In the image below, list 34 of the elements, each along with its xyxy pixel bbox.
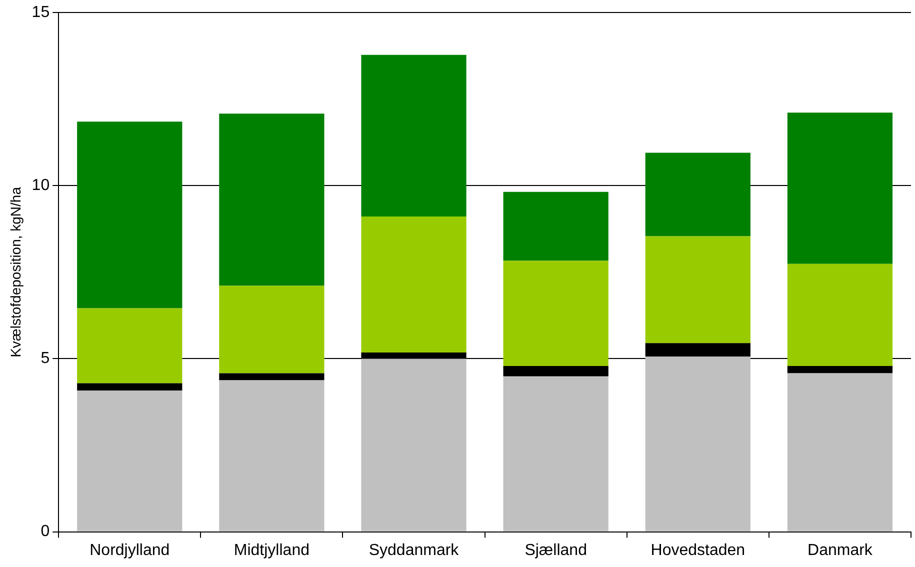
x-tick-label: Midtjylland: [234, 542, 310, 559]
bar: [219, 286, 324, 374]
bar: [503, 366, 608, 376]
bar: [645, 152, 750, 236]
bar: [77, 308, 182, 384]
bar: [787, 366, 893, 374]
bar: [361, 358, 466, 532]
x-tick-label: Danmark: [808, 542, 874, 559]
bar: [219, 380, 324, 532]
bar: [503, 376, 608, 532]
x-tick-label: Syddanmark: [368, 542, 460, 559]
x-tick-label: Hovedstaden: [650, 542, 746, 559]
bar: [787, 373, 893, 532]
bar: [219, 373, 324, 380]
bar: [645, 343, 750, 357]
bar: [645, 356, 750, 532]
y-tick-label: 0: [40, 523, 50, 540]
y-axis-title: Kvælstofdeposition, kgN/ha: [7, 186, 24, 358]
x-tick-label: Nordjylland: [90, 542, 170, 559]
bar: [645, 236, 750, 344]
bar: [503, 192, 608, 261]
y-tick-label: 15: [32, 4, 50, 22]
bar: [361, 54, 466, 216]
bar: [787, 264, 893, 366]
y-tick-label: 5: [40, 350, 50, 368]
y-tick-label: 10: [32, 177, 50, 194]
bar: [503, 260, 608, 366]
bar: [77, 122, 182, 308]
x-tick-label: Sjælland: [524, 542, 587, 559]
bar: [77, 390, 182, 532]
bar: [787, 112, 893, 264]
bar: [219, 114, 324, 286]
bar: [361, 216, 466, 353]
bar: [77, 383, 182, 391]
